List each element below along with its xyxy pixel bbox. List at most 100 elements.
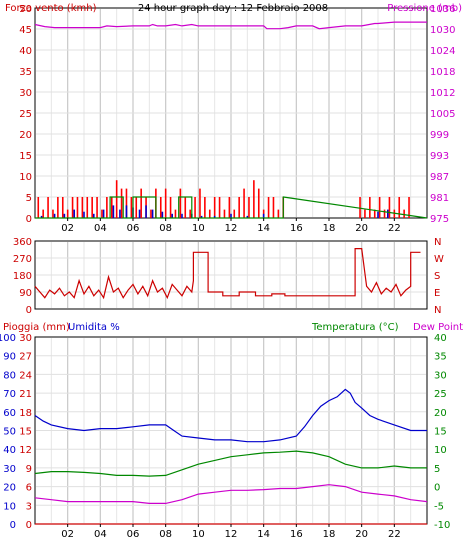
p1-left-tick-label: 0 bbox=[26, 214, 32, 225]
p1-left-tick-label: 10 bbox=[19, 172, 32, 183]
p1-right-tick-label: 999 bbox=[430, 130, 449, 141]
p3-right-tick-label: 35 bbox=[434, 352, 447, 363]
p1-x-tick-label: 10 bbox=[192, 223, 205, 234]
p2-left-tick-label: 180 bbox=[13, 271, 32, 282]
p3-x-tick-label: 04 bbox=[94, 529, 107, 540]
p1-x-tick-label: 14 bbox=[257, 223, 270, 234]
p3-outer-tick-label: 30 bbox=[3, 464, 16, 475]
p3-inner-tick-label: 27 bbox=[19, 352, 32, 363]
p3-inner-tick-label: 21 bbox=[19, 389, 32, 400]
p2-left-tick-label: 0 bbox=[26, 305, 32, 316]
p1-right-tick-label: 975 bbox=[430, 214, 449, 225]
p1-left-tick-label: 15 bbox=[19, 151, 32, 162]
p3-inner-tick-label: 15 bbox=[19, 427, 32, 438]
p3-inner-tick-label: 3 bbox=[26, 501, 32, 512]
p3-outer-tick-label: 90 bbox=[3, 352, 16, 363]
p3-humidity-label: Umidita % bbox=[68, 322, 120, 333]
p1-x-tick-label: 06 bbox=[127, 223, 140, 234]
p3-right-tick-label: -5 bbox=[434, 501, 444, 512]
p3-x-tick-label: 10 bbox=[192, 529, 205, 540]
p1-left-tick-label: 5 bbox=[26, 193, 32, 204]
p3-rain-label: Pioggia (mm) bbox=[3, 322, 70, 333]
p1-left-axis-label: Forza vento (kmh) bbox=[5, 3, 97, 14]
p1-x-tick-label: 18 bbox=[323, 223, 336, 234]
p3-series-line-1 bbox=[34, 450, 427, 477]
p3-right-tick-label: 30 bbox=[434, 370, 447, 381]
p3-right-tick-label: 10 bbox=[434, 445, 447, 456]
p1-x-tick-label: 04 bbox=[94, 223, 107, 234]
p3-inner-tick-label: 0 bbox=[26, 520, 32, 531]
p1-series-line-3 bbox=[35, 196, 428, 219]
p2-left-tick-label: 270 bbox=[13, 254, 32, 265]
p1-x-tick-label: 08 bbox=[159, 223, 172, 234]
p3-x-tick-label: 18 bbox=[323, 529, 336, 540]
p1-left-tick-label: 20 bbox=[19, 130, 32, 141]
p3-series-line-0 bbox=[34, 388, 427, 443]
p1-left-tick-label: 50 bbox=[19, 4, 32, 15]
p1-right-tick-label: 1030 bbox=[430, 25, 455, 36]
p3-right-tick-label: 0 bbox=[434, 483, 440, 494]
p1-right-tick-label: 993 bbox=[430, 151, 449, 162]
wind-pressure-panel: 0 5 10 15 20 25 30 35 40 45 50 975 981 987 993 999 1005 1… bbox=[5, 3, 462, 234]
p2-right-tick-label: W bbox=[434, 254, 444, 265]
p3-outer-tick-label: 60 bbox=[3, 408, 16, 419]
p3-right-tick-label: 15 bbox=[434, 427, 447, 438]
p1-right-tick-label: 1005 bbox=[430, 109, 455, 120]
p3-right-tick-label: -10 bbox=[434, 520, 450, 531]
p3-outer-tick-label: 20 bbox=[3, 483, 16, 494]
p3-x-tick-label: 02 bbox=[61, 529, 74, 540]
p1-x-tick-label: 20 bbox=[355, 223, 368, 234]
p3-x-tick-label: 22 bbox=[388, 529, 401, 540]
p1-right-tick-label: 987 bbox=[430, 172, 449, 183]
p3-x-tick-label: 16 bbox=[290, 529, 303, 540]
p1-series-line-0 bbox=[34, 21, 427, 30]
p2-right-tick-label: E bbox=[434, 288, 440, 299]
p3-x-tick-label: 08 bbox=[159, 529, 172, 540]
p3-inner-tick-label: 9 bbox=[26, 464, 32, 475]
p2-left-tick-label: 360 bbox=[13, 237, 32, 248]
p3-x-tick-label: 12 bbox=[225, 529, 238, 540]
p1-left-tick-label: 30 bbox=[19, 88, 32, 99]
p3-outer-tick-label: 10 bbox=[3, 501, 16, 512]
p3-right-tick-label: 20 bbox=[434, 408, 447, 419]
p3-outer-tick-label: 50 bbox=[3, 427, 16, 438]
p3-right-tick-label: 40 bbox=[434, 333, 447, 344]
p3-outer-tick-label: 100 bbox=[0, 333, 16, 344]
p3-inner-tick-label: 12 bbox=[19, 445, 32, 456]
p1-x-tick-label: 02 bbox=[61, 223, 74, 234]
rain-humidity-temperature-panel: 0102030405060708090100036912151821242730… bbox=[0, 322, 463, 540]
p1-x-tick-label: 16 bbox=[290, 223, 303, 234]
p1-right-tick-label: 1012 bbox=[430, 88, 455, 99]
p3-outer-tick-label: 40 bbox=[3, 445, 16, 456]
p3-x-tick-label: 20 bbox=[355, 529, 368, 540]
p3-series-line-2 bbox=[34, 484, 428, 504]
p1-left-tick-label: 40 bbox=[19, 46, 32, 57]
p1-right-tick-label: 1036 bbox=[430, 4, 455, 15]
p3-outer-tick-label: 70 bbox=[3, 389, 16, 400]
p1-right-tick-label: 1018 bbox=[430, 67, 455, 78]
p1-x-tick-label: 22 bbox=[388, 223, 401, 234]
p3-inner-tick-label: 18 bbox=[19, 408, 32, 419]
chart-title: 24 hour graph day : 12 Febbraio 2008 bbox=[138, 3, 328, 14]
p1-right-tick-label: 1024 bbox=[430, 46, 455, 57]
p3-outer-tick-label: 0 bbox=[10, 520, 16, 531]
p1-x-tick-label: 12 bbox=[225, 223, 238, 234]
p2-series-line-0 bbox=[34, 248, 421, 300]
p1-right-tick-label: 981 bbox=[430, 193, 449, 204]
p2-left-tick-label: 90 bbox=[19, 288, 32, 299]
p1-left-tick-label: 25 bbox=[19, 109, 32, 120]
p3-right-tick-label: 25 bbox=[434, 389, 447, 400]
p1-left-tick-label: 35 bbox=[19, 67, 32, 78]
p3-inner-tick-label: 30 bbox=[19, 333, 32, 344]
p2-right-tick-label: N bbox=[434, 237, 441, 248]
p2-right-tick-label: N bbox=[434, 305, 441, 316]
p3-right-tick-label: 5 bbox=[434, 464, 440, 475]
p1-left-tick-label: 45 bbox=[19, 25, 32, 36]
p3-inner-tick-label: 6 bbox=[26, 483, 32, 494]
p1-right-axis-label: Pressione (mb) bbox=[387, 3, 462, 14]
p3-outer-tick-label: 80 bbox=[3, 370, 16, 381]
p3-dewpoint-label: Dew Point bbox=[413, 322, 463, 333]
